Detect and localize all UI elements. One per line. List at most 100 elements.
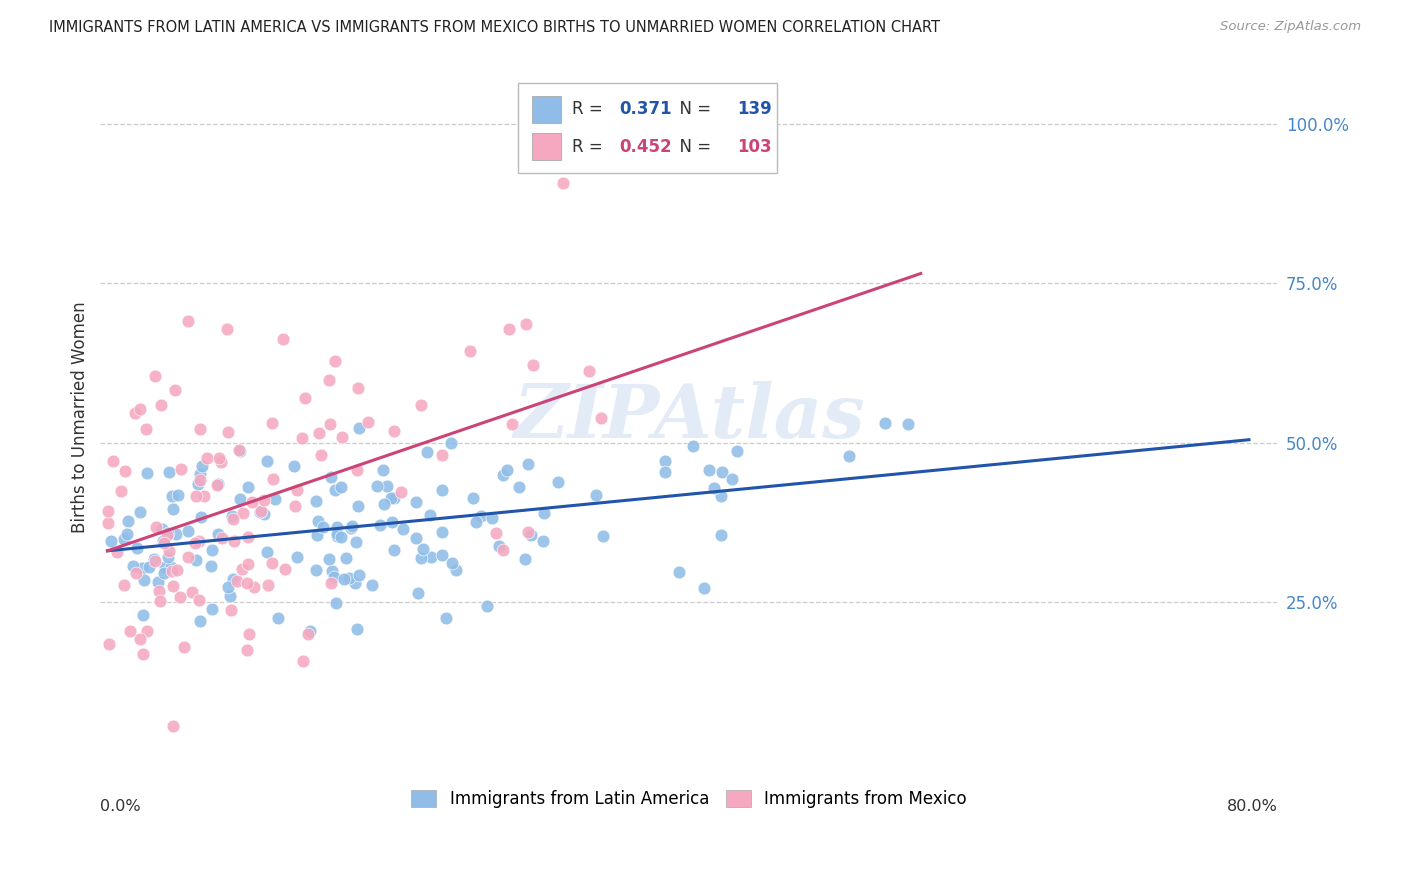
Point [325, 596, 347, 610]
Point [703, 481, 725, 495]
Point [153, 536, 176, 550]
Point [458, 343, 481, 358]
Point [184, 489, 207, 503]
Point [725, 443, 748, 458]
Point [498, 322, 520, 336]
Point [143, 551, 166, 566]
Point [184, 552, 207, 566]
Point [143, 369, 166, 384]
Point [235, 576, 257, 591]
Point [492, 467, 515, 482]
Point [188, 614, 211, 628]
Point [346, 622, 368, 636]
Point [224, 534, 246, 549]
Point [120, 624, 142, 638]
Text: 0.452: 0.452 [620, 137, 672, 155]
Point [682, 439, 704, 453]
FancyBboxPatch shape [519, 83, 778, 173]
Point [188, 422, 211, 436]
Point [264, 491, 287, 506]
Point [711, 465, 734, 479]
Point [346, 381, 368, 395]
Point [238, 627, 260, 641]
Point [103, 454, 125, 468]
Point [253, 492, 276, 507]
Point [229, 491, 252, 506]
Point [405, 495, 427, 509]
Y-axis label: Births to Unmarried Women: Births to Unmarried Women [72, 301, 89, 533]
Point [412, 541, 434, 556]
Text: 139: 139 [737, 101, 772, 119]
Text: ZIPAtlas: ZIPAtlas [513, 381, 865, 453]
Point [156, 527, 179, 541]
Text: 80.0%: 80.0% [1226, 799, 1278, 814]
Point [287, 549, 309, 564]
Point [444, 563, 467, 577]
Point [271, 332, 294, 346]
Point [381, 516, 404, 530]
Point [668, 565, 690, 579]
Point [156, 525, 179, 540]
FancyBboxPatch shape [533, 133, 561, 161]
Point [321, 564, 343, 578]
Point [117, 527, 139, 541]
Point [232, 506, 254, 520]
Point [307, 528, 329, 542]
Point [256, 545, 278, 559]
Point [533, 506, 555, 520]
Point [236, 480, 259, 494]
Point [409, 399, 432, 413]
Point [136, 624, 159, 639]
Point [217, 322, 239, 336]
Text: 0.371: 0.371 [620, 101, 672, 119]
Point [430, 524, 453, 539]
Point [124, 406, 146, 420]
Point [125, 566, 148, 580]
Point [553, 176, 575, 190]
Point [347, 568, 370, 582]
Point [250, 504, 273, 518]
Point [193, 489, 215, 503]
Point [97, 516, 120, 530]
Point [219, 589, 242, 603]
Point [149, 594, 172, 608]
Point [578, 364, 600, 378]
Point [591, 411, 613, 425]
Point [148, 583, 170, 598]
Point [165, 526, 187, 541]
Point [710, 528, 733, 542]
Point [157, 465, 180, 479]
Point [162, 579, 184, 593]
Point [434, 610, 457, 624]
Text: R =: R = [572, 101, 609, 119]
Point [292, 654, 315, 668]
Point [384, 542, 406, 557]
Point [470, 508, 492, 523]
Point [513, 552, 536, 566]
Point [231, 562, 253, 576]
Point [127, 541, 149, 555]
Point [516, 457, 538, 471]
Point [217, 425, 239, 439]
Point [342, 519, 364, 533]
Point [501, 417, 523, 432]
Point [375, 479, 398, 493]
Point [221, 572, 243, 586]
Point [382, 491, 405, 505]
Point [166, 563, 188, 577]
Text: N =: N = [669, 101, 716, 119]
Point [430, 483, 453, 497]
Text: 103: 103 [737, 137, 772, 155]
Point [420, 549, 443, 564]
Point [531, 534, 554, 549]
Point [547, 475, 569, 490]
Point [318, 373, 340, 387]
Point [299, 624, 322, 638]
Point [373, 497, 395, 511]
Point [205, 478, 228, 492]
Point [461, 491, 484, 505]
Point [283, 458, 305, 473]
Point [710, 489, 733, 503]
Point [167, 488, 190, 502]
Text: IMMIGRANTS FROM LATIN AMERICA VS IMMIGRANTS FROM MEXICO BIRTHS TO UNMARRIED WOME: IMMIGRANTS FROM LATIN AMERICA VS IMMIGRA… [49, 20, 941, 35]
